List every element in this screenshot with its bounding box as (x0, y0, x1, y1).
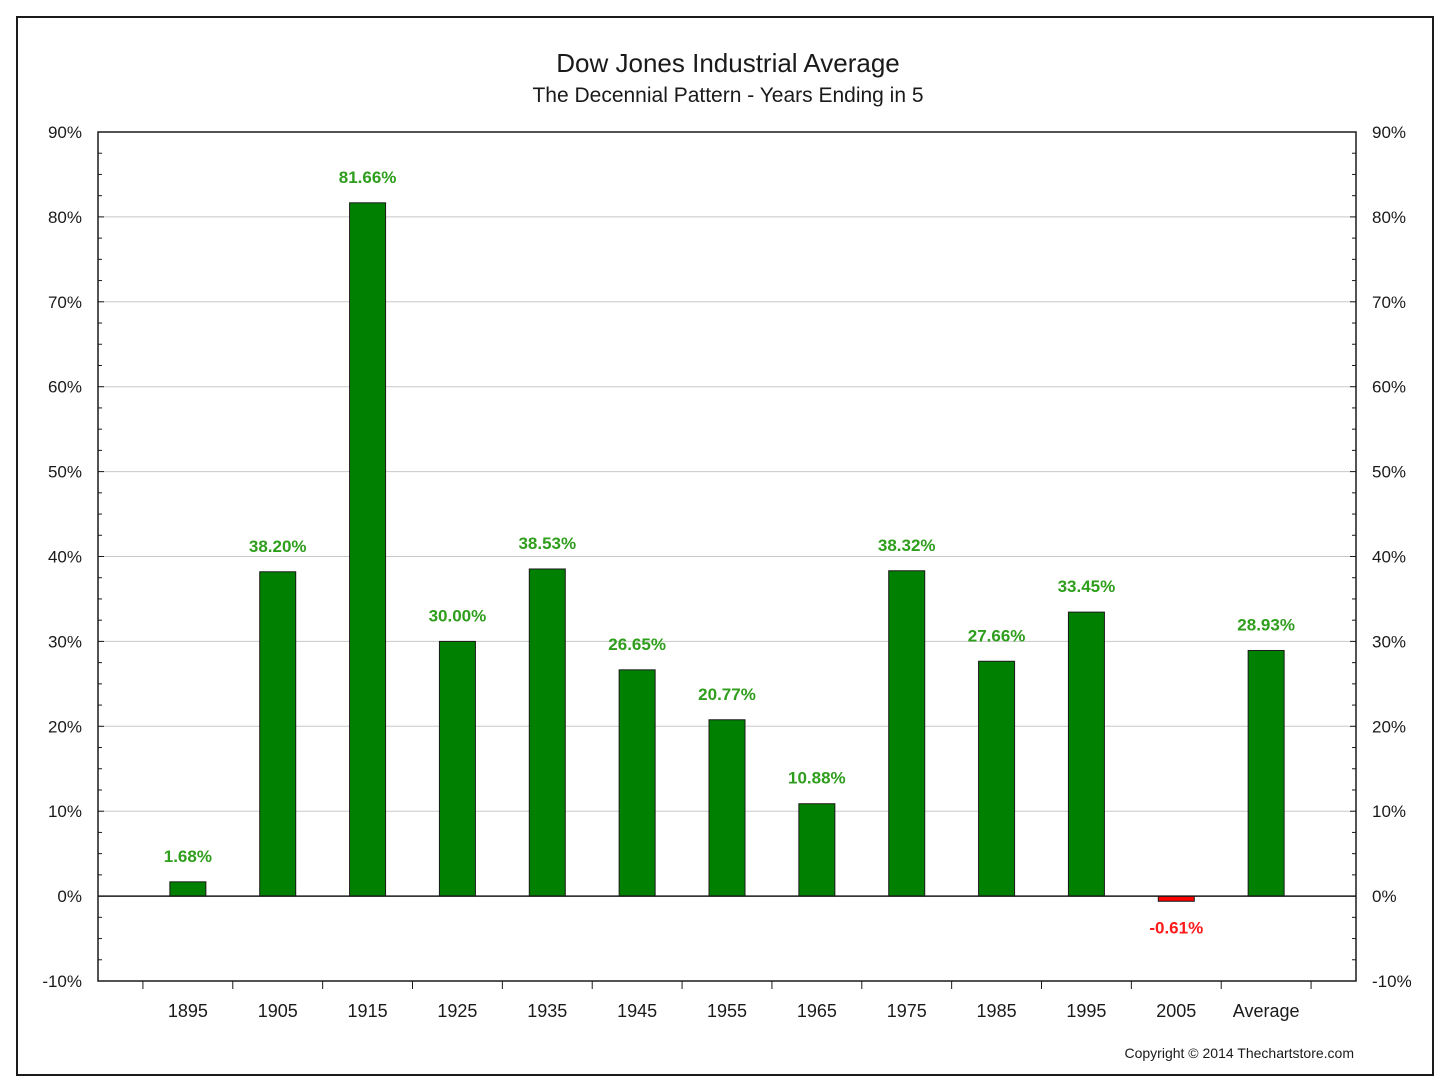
bar (1157, 895, 1195, 902)
y-tick-label-left: -10% (42, 972, 82, 991)
data-label: 38.32% (878, 536, 936, 555)
y-tick-label-right: 0% (1372, 887, 1397, 906)
x-tick-label: 1945 (617, 1001, 657, 1021)
y-tick-label-right: 20% (1372, 717, 1406, 736)
y-tick-label-right: 50% (1372, 463, 1406, 482)
x-tick-label: 1955 (707, 1001, 747, 1021)
bar (888, 570, 926, 897)
y-tick-label-right: 90% (1372, 123, 1406, 142)
copyright-text: Copyright © 2014 Thechartstore.com (1124, 1045, 1354, 1061)
bar (349, 202, 387, 897)
y-tick-label-left: 20% (48, 717, 82, 736)
data-label: 38.20% (249, 537, 307, 556)
x-tick-label: 1985 (977, 1001, 1017, 1021)
bar (618, 669, 656, 897)
y-tick-label-right: 80% (1372, 208, 1406, 227)
bar (438, 640, 476, 897)
x-tick-label: 1995 (1066, 1001, 1106, 1021)
x-tick-label: 1895 (168, 1001, 208, 1021)
data-label: 38.53% (518, 534, 576, 553)
chart-subtitle: The Decennial Pattern - Years Ending in … (532, 84, 923, 107)
data-label: 20.77% (698, 685, 756, 704)
y-tick-label-left: 40% (48, 548, 82, 567)
plot-border (97, 131, 1357, 982)
bar (1067, 611, 1105, 897)
bar (1247, 649, 1285, 897)
data-label: 33.45% (1058, 577, 1116, 596)
bar (528, 568, 566, 897)
bars (169, 202, 1285, 902)
data-label: 10.88% (788, 769, 846, 788)
bar (708, 719, 746, 897)
data-label: -0.61% (1149, 918, 1203, 937)
gridlines (98, 216, 1356, 812)
y-tick-label-right: 10% (1372, 802, 1406, 821)
axes: 90% 90% 80% 80% 70% 70% 60% 60% 50% 50% 40% 40% 30% 3… (42, 123, 1411, 1021)
bar (798, 803, 836, 897)
x-tick-label: 1925 (437, 1001, 477, 1021)
x-tick-label: 1975 (887, 1001, 927, 1021)
y-tick-label-right: 40% (1372, 548, 1406, 567)
y-tick-label-left: 60% (48, 378, 82, 397)
data-label: 28.93% (1237, 615, 1295, 634)
y-tick-label-left: 70% (48, 293, 82, 312)
chart-frame: Dow Jones Industrial Average The Decenni… (16, 16, 1434, 1076)
y-tick-label-left: 0% (57, 887, 82, 906)
y-tick-label-left: 30% (48, 632, 82, 651)
x-tick-label: 1905 (258, 1001, 298, 1021)
bar (169, 881, 207, 897)
chart-title: Dow Jones Industrial Average (556, 48, 900, 78)
y-tick-label-right: 70% (1372, 293, 1406, 312)
data-label: 1.68% (164, 847, 212, 866)
x-tick-label: 1965 (797, 1001, 837, 1021)
data-label: 26.65% (608, 635, 666, 654)
data-label: 30.00% (429, 606, 487, 625)
bar (259, 571, 297, 897)
x-tick-label: 1915 (348, 1001, 388, 1021)
y-tick-label-left: 80% (48, 208, 82, 227)
chart-svg: Dow Jones Industrial Average The Decenni… (42, 48, 1411, 1061)
y-tick-label-right: -10% (1372, 972, 1412, 991)
x-tick-label: 1935 (527, 1001, 567, 1021)
data-label: 81.66% (339, 168, 397, 187)
data-labels: 1.68% 38.20% 81.66% 30.00% 38.53% 26.65% 20.77… (164, 168, 1295, 937)
x-tick-label: 2005 (1156, 1001, 1196, 1021)
y-tick-label-left: 50% (48, 463, 82, 482)
data-label: 27.66% (968, 626, 1026, 645)
y-tick-label-left: 90% (48, 123, 82, 142)
y-tick-label-right: 60% (1372, 378, 1406, 397)
y-tick-label-right: 30% (1372, 632, 1406, 651)
x-tick-label: Average (1233, 1001, 1300, 1021)
y-tick-label-left: 10% (48, 802, 82, 821)
bar (978, 660, 1016, 897)
